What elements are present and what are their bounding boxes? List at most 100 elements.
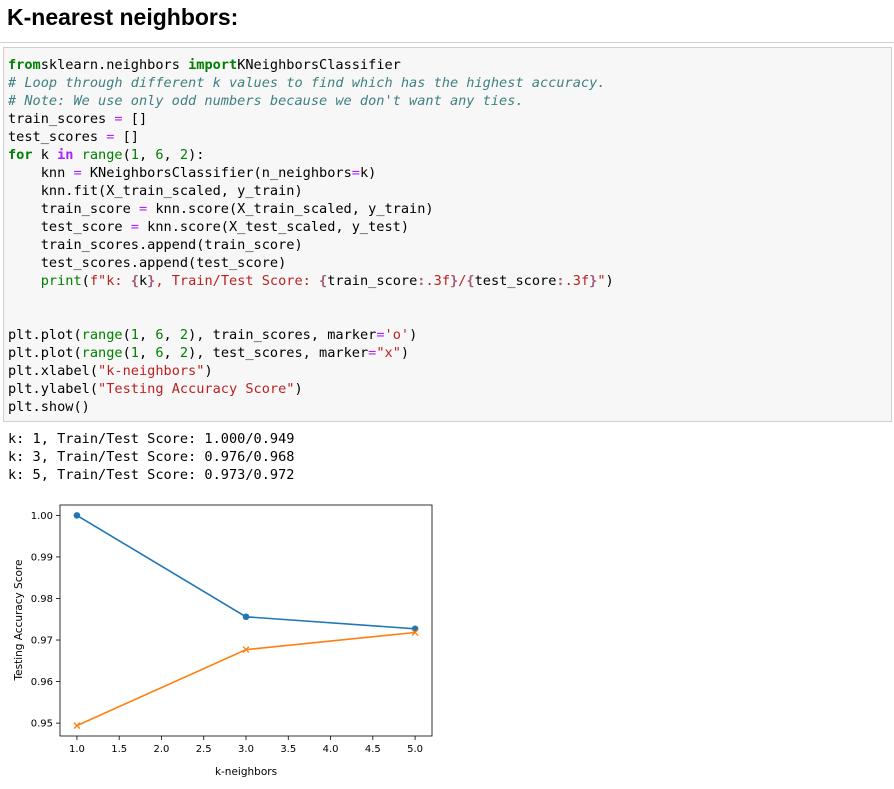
data-point-cross <box>242 646 250 654</box>
code-token: , Train/Test Score: <box>155 273 320 289</box>
y-axis: 0.95 0.96 0.97 0.98 0.99 1.00 <box>31 511 60 730</box>
code-line: fromsklearn.neighbors importKNeighborsCl… <box>8 56 614 74</box>
series-group <box>73 512 419 730</box>
output-line: k: 5, Train/Test Score: 0.973/0.972 <box>8 467 295 483</box>
data-point-circle <box>73 512 81 519</box>
x-tick-label: 1.0 <box>69 744 85 755</box>
code-token: f <box>89 273 99 289</box>
code-line: test_scores = [] <box>8 128 614 146</box>
code-token <box>74 147 82 163</box>
data-point-cross <box>73 722 81 730</box>
code-token: train_score <box>8 201 139 217</box>
code-token: { <box>319 273 328 289</box>
code-line: # Loop through different k values to fin… <box>8 74 614 92</box>
code-token: test_scores.append(test_score) <box>8 255 287 271</box>
code-token: , <box>163 345 180 361</box>
stdout-text: k: 1, Train/Test Score: 1.000/0.949 k: 3,… <box>8 430 294 484</box>
code-token: , <box>138 147 156 163</box>
code-token: , <box>138 327 156 343</box>
code-token: ) <box>605 273 614 289</box>
code-token: = <box>106 129 115 145</box>
code-token: ( <box>122 327 131 343</box>
code-token: test_score <box>474 273 557 289</box>
code-token: plt.xlabel( <box>8 363 99 379</box>
y-tick-label: 0.96 <box>31 677 53 688</box>
code-line: knn = KNeighborsClassifier(n_neighbors=k… <box>8 164 614 182</box>
code-token: 6 <box>155 147 164 163</box>
code-token: plt.plot( <box>8 345 82 361</box>
code-token: / <box>458 273 467 289</box>
code-token: ( <box>81 273 90 289</box>
data-point-cross <box>411 629 419 637</box>
code-token: plt.ylabel( <box>8 381 99 397</box>
code-token: ), train_scores, marker <box>188 327 377 343</box>
code-token: knn.score(X_train_scaled, y_train) <box>147 201 434 217</box>
code-token: KNeighborsClassifier <box>237 57 401 73</box>
y-tick-label: 1.00 <box>31 511 53 522</box>
code-token: k) <box>359 165 377 181</box>
code-token: plt.plot( <box>8 327 82 343</box>
y-tick-label: 0.99 <box>31 552 53 563</box>
code-token: print <box>40 273 82 289</box>
code-token: range <box>81 147 123 163</box>
code-token: k <box>138 273 148 289</box>
code-editor[interactable]: fromsklearn.neighbors importKNeighborsCl… <box>8 56 614 416</box>
code-token: train_scores <box>8 111 115 127</box>
code-token: ( <box>122 345 131 361</box>
x-tick-label: 2.5 <box>196 744 212 755</box>
x-tick-label: 3.0 <box>238 744 254 755</box>
code-line <box>8 308 614 326</box>
code-token: ) <box>400 345 410 361</box>
code-token: test_scores <box>8 129 107 145</box>
code-token: "x" <box>376 345 401 361</box>
code-line: train_score = knn.score(X_train_scaled, … <box>8 200 614 218</box>
code-line: for k in range(1, 6, 2): <box>8 146 614 164</box>
code-token: 1 <box>130 327 139 343</box>
code-token: = <box>368 345 377 361</box>
x-axis-label: k-neighbors <box>215 766 277 778</box>
y-tick-label: 0.97 <box>31 636 53 647</box>
output-line: k: 1, Train/Test Score: 1.000/0.949 <box>8 431 295 447</box>
code-token: test_score <box>8 219 131 235</box>
code-token: sklearn.neighbors <box>40 57 189 73</box>
code-token: } <box>147 273 156 289</box>
code-token: , <box>163 327 180 343</box>
code-line: plt.ylabel("Testing Accuracy Score") <box>8 380 614 398</box>
code-token: import <box>188 57 238 73</box>
code-line: knn.fit(X_train_scaled, y_train) <box>8 182 614 200</box>
y-tick-label: 0.95 <box>31 719 53 730</box>
y-axis-label: Testing Accuracy Score <box>13 560 25 682</box>
code-token: train_score <box>327 273 418 289</box>
code-cell[interactable]: fromsklearn.neighbors importKNeighborsCl… <box>3 47 892 422</box>
x-tick-label: 3.5 <box>280 744 296 755</box>
code-token: { <box>130 273 139 289</box>
code-token: "Testing Accuracy Score" <box>98 381 295 397</box>
code-line: print(f"k: {k}, Train/Test Score: {train… <box>8 272 614 290</box>
code-token: KNeighborsClassifier(n_neighbors <box>81 165 352 181</box>
heading-divider <box>0 42 894 43</box>
code-token: = <box>114 111 123 127</box>
code-token: from <box>8 57 41 73</box>
code-token: knn <box>8 165 74 181</box>
x-tick-label: 4.5 <box>365 744 381 755</box>
code-token: knn.fit(X_train_scaled, y_train) <box>8 183 303 199</box>
code-token: , <box>163 147 180 163</box>
code-token: for <box>8 147 33 163</box>
code-token: 6 <box>155 327 164 343</box>
code-token: "k-neighbors" <box>98 363 205 379</box>
code-token: ) <box>409 327 418 343</box>
code-token: 2 <box>179 327 189 343</box>
code-token: ) <box>294 381 303 397</box>
code-line: plt.xlabel("k-neighbors") <box>8 362 614 380</box>
code-line: test_score = knn.score(X_test_scaled, y_… <box>8 218 614 236</box>
code-token: ), test_scores, marker <box>188 345 369 361</box>
x-tick-label: 5.0 <box>407 744 423 755</box>
code-token: "k: <box>98 273 131 289</box>
code-token: [] <box>122 111 148 127</box>
accuracy-line-chart: 0.95 0.96 0.97 0.98 0.99 1.00 1.0 1.5 2.0 2.5 3.0… <box>13 504 433 778</box>
code-token: ): <box>188 147 205 163</box>
code-line: test_scores.append(test_score) <box>8 254 614 272</box>
code-token: 2 <box>179 345 189 361</box>
code-token: ) <box>204 363 213 379</box>
code-token <box>8 273 41 289</box>
